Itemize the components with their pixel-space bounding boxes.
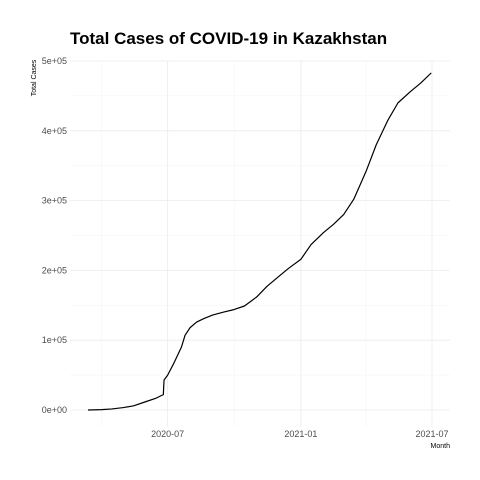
y-tick-label: 1e+05: [42, 335, 67, 345]
x-tick-label: 2020-07: [151, 429, 184, 439]
x-tick-label: 2021-01: [284, 429, 317, 439]
y-tick-label: 0e+00: [42, 405, 67, 415]
x-tick-label: 2021-07: [415, 429, 448, 439]
x-axis-title: Month: [431, 443, 451, 450]
series-group: [87, 72, 432, 411]
minor-gridlines: [70, 61, 450, 427]
total-cases-line: [87, 72, 432, 411]
x-axis-ticks: 2020-07 2021-01 2021-07: [151, 429, 448, 439]
y-tick-label: 3e+05: [42, 196, 67, 206]
y-tick-label: 4e+05: [42, 126, 67, 136]
y-tick-label: 5e+05: [42, 56, 67, 66]
y-axis-ticks: 0e+00 1e+05 2e+05 3e+05 4e+05 5e+05: [42, 56, 67, 415]
y-tick-label: 2e+05: [42, 265, 67, 275]
y-axis-title: Total Cases: [31, 59, 38, 96]
major-gridlines: [70, 60, 450, 427]
chart-title: Total Cases of COVID-19 in Kazakhstan: [70, 29, 387, 48]
